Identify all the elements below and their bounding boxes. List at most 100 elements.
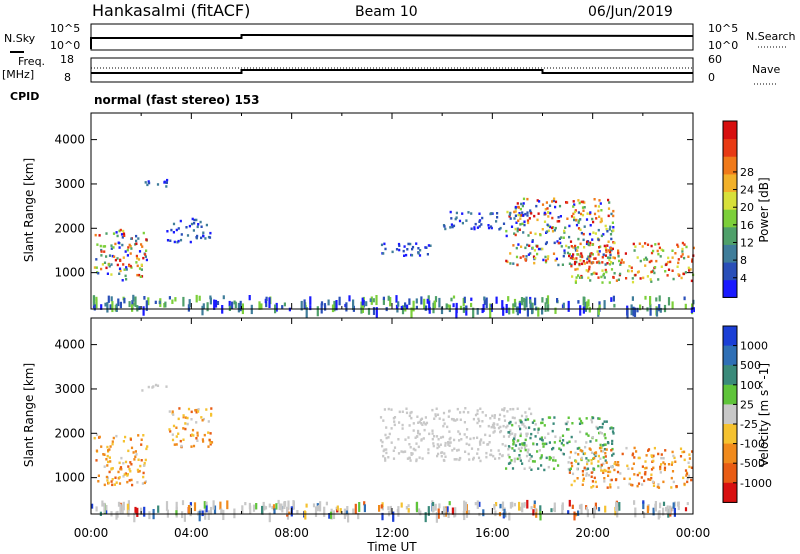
data-cell — [572, 253, 575, 256]
data-cell — [681, 450, 684, 454]
data-cell — [598, 199, 601, 202]
data-cell — [507, 448, 510, 451]
data-cell — [283, 302, 286, 307]
data-cell — [531, 307, 534, 315]
data-cell — [432, 444, 435, 448]
data-cell — [543, 211, 546, 215]
data-cell — [578, 446, 581, 450]
data-cell — [574, 512, 578, 517]
data-cell — [484, 433, 487, 437]
data-cell — [438, 445, 441, 448]
data-cell — [456, 407, 459, 411]
data-cell — [95, 258, 98, 261]
data-cell — [558, 439, 562, 443]
data-cell — [573, 511, 576, 521]
data-cell — [605, 248, 608, 251]
data-cell — [608, 250, 611, 254]
data-cell — [548, 204, 552, 207]
data-cell — [573, 262, 576, 266]
data-cell — [652, 269, 655, 273]
data-cell — [172, 231, 175, 234]
data-cell — [175, 228, 178, 232]
data-cell — [440, 455, 443, 458]
data-cell — [451, 507, 454, 515]
data-cell — [677, 505, 680, 511]
data-cell — [168, 428, 171, 431]
data-cell — [110, 273, 113, 276]
data-cell — [568, 499, 571, 507]
data-cell — [186, 416, 189, 420]
data-cell — [278, 503, 281, 511]
data-cell — [547, 255, 550, 258]
data-cell — [444, 227, 447, 231]
data-cell — [607, 198, 610, 202]
data-cell — [425, 305, 428, 311]
data-cell — [519, 432, 522, 436]
data-cell — [148, 511, 151, 520]
data-cell — [600, 449, 603, 453]
colorbar-tick-label: -1000 — [740, 477, 772, 490]
data-cell — [130, 463, 133, 466]
data-cell — [100, 248, 103, 252]
data-cell — [511, 432, 514, 435]
data-cell — [671, 450, 674, 454]
data-cell — [280, 503, 283, 511]
nave-tick-bottom: 0 — [708, 71, 715, 84]
data-cell — [190, 410, 193, 414]
data-cell — [189, 505, 192, 514]
data-cell — [511, 423, 514, 427]
data-cell — [568, 254, 571, 258]
data-cell — [526, 243, 529, 247]
data-cell — [105, 505, 108, 511]
data-cell — [520, 245, 523, 248]
data-cell — [187, 407, 191, 411]
data-cell — [304, 511, 307, 520]
data-cell — [566, 428, 569, 431]
data-cell — [119, 301, 122, 309]
data-cell — [125, 266, 128, 269]
data-cell — [599, 457, 602, 460]
data-cell — [583, 452, 587, 455]
data-cell — [397, 452, 401, 455]
data-cell — [111, 483, 114, 487]
data-cell — [514, 227, 517, 231]
colorbar-tick-label: -500 — [740, 457, 765, 470]
data-cell — [543, 468, 546, 472]
data-cell — [516, 202, 519, 205]
data-cell — [388, 432, 391, 436]
data-cell — [671, 506, 674, 512]
data-cell — [567, 428, 570, 431]
data-cell — [595, 485, 598, 488]
data-cell — [593, 476, 596, 480]
data-cell — [520, 297, 524, 306]
data-cell — [478, 512, 481, 517]
data-cell — [118, 229, 121, 233]
data-cell — [467, 510, 471, 515]
data-cell — [597, 417, 600, 420]
data-cell — [630, 269, 633, 273]
data-cell — [560, 236, 563, 239]
data-cell — [608, 263, 612, 266]
data-cell — [345, 510, 348, 514]
data-cell — [617, 486, 620, 489]
data-cell — [591, 480, 594, 483]
data-cell — [140, 275, 144, 278]
data-cell — [523, 443, 526, 447]
data-cell — [460, 438, 463, 441]
data-cell — [407, 436, 410, 439]
data-cell — [580, 254, 583, 258]
data-cell — [142, 464, 146, 467]
data-cell — [618, 502, 621, 511]
data-cell — [644, 471, 647, 474]
data-cell — [537, 247, 541, 251]
data-cell — [209, 432, 212, 435]
data-cell — [222, 295, 225, 300]
data-cell — [610, 237, 613, 241]
data-cell — [415, 442, 418, 445]
data-cell — [672, 454, 675, 458]
data-cell — [107, 295, 110, 303]
data-cell — [107, 263, 110, 266]
data-cell — [137, 458, 140, 461]
data-cell — [554, 435, 557, 438]
